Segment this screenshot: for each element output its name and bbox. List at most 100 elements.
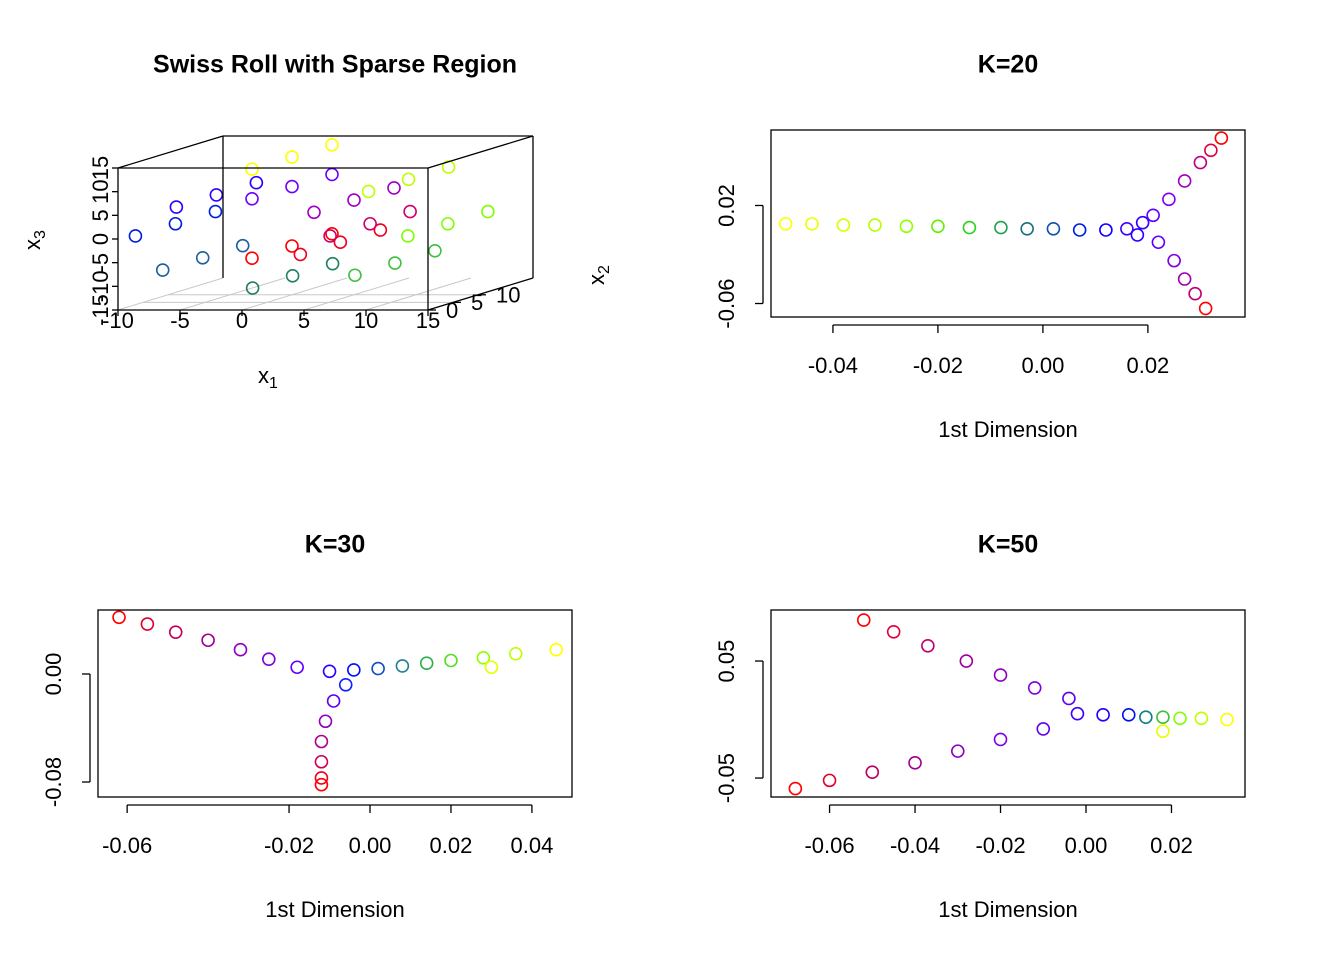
point [1135, 215, 1150, 230]
plot-frame [770, 129, 1246, 318]
point [1188, 286, 1202, 301]
point [325, 138, 339, 152]
plot-frame [770, 609, 1246, 798]
point [1130, 228, 1145, 242]
axis-label-sub: 1 [269, 375, 278, 392]
point [395, 659, 410, 673]
point [401, 172, 416, 187]
x-tick-label: -0.04 [808, 353, 858, 378]
point [314, 777, 329, 792]
point [959, 654, 974, 668]
point [285, 179, 299, 194]
x-tick-label: 0.00 [349, 833, 392, 858]
point [1214, 131, 1229, 145]
y-tick-label: -0.08 [41, 757, 66, 807]
point [285, 239, 299, 253]
z-tick-label: 10 [88, 179, 113, 203]
point [285, 150, 299, 164]
point [373, 223, 388, 237]
x-tick-label: -5 [170, 308, 190, 333]
point [128, 229, 143, 243]
axis-label-main: x [258, 363, 269, 388]
point [325, 167, 339, 182]
chart-title: K=20 [978, 51, 1038, 79]
z-tick-label: -10 [88, 270, 113, 302]
point [788, 781, 803, 796]
point [1220, 712, 1234, 727]
y-tick-label: 0.02 [714, 184, 739, 227]
x-axis-label: 1st Dimension [938, 897, 1077, 922]
point [347, 193, 361, 207]
point [1062, 691, 1076, 706]
axis-label-main: x [20, 239, 45, 250]
point [325, 256, 340, 271]
point [388, 256, 402, 270]
point [195, 251, 210, 265]
point [1046, 221, 1061, 236]
point [1121, 708, 1136, 722]
point [245, 191, 259, 206]
point [245, 281, 260, 295]
point [993, 668, 1008, 682]
point [1198, 301, 1213, 316]
point [208, 204, 223, 219]
grid-line [117, 277, 224, 311]
point [994, 220, 1008, 235]
point [155, 263, 170, 277]
x-tick-label: 5 [298, 308, 310, 333]
point [1146, 208, 1160, 223]
x-axis-label: 1st Dimension [938, 417, 1077, 442]
point [865, 765, 880, 779]
point [249, 175, 264, 190]
box-edge [427, 277, 534, 311]
point [314, 754, 329, 769]
point [209, 188, 224, 202]
point [140, 617, 155, 631]
axis-label-main: x [584, 274, 609, 285]
point [419, 656, 434, 670]
z-tick-label: -15 [88, 294, 113, 326]
point [921, 639, 935, 653]
point [868, 218, 882, 232]
point [484, 660, 499, 675]
x-axis-label: 1st Dimension [265, 897, 404, 922]
x-tick-label: 0.02 [430, 833, 473, 858]
point [1139, 710, 1153, 724]
x-tick-label: -0.02 [975, 833, 1025, 858]
point [338, 677, 353, 692]
point [112, 610, 126, 625]
point [805, 217, 819, 231]
x-tick-label: 0.02 [1150, 833, 1193, 858]
point [290, 660, 304, 675]
x-tick-label: -0.02 [264, 833, 314, 858]
point [1193, 155, 1208, 170]
point [1070, 706, 1085, 721]
x-tick-label: -0.02 [913, 353, 963, 378]
grid-line [303, 277, 410, 311]
point [1204, 143, 1218, 158]
point [1027, 681, 1042, 695]
point [1099, 223, 1113, 237]
point [1162, 192, 1176, 207]
y-tick-label: 0.00 [41, 653, 66, 696]
axis-label: x3 [20, 230, 49, 250]
point [822, 773, 837, 788]
x-tick-label: -10 [102, 308, 134, 333]
x-tick-label: -0.06 [804, 833, 854, 858]
point [318, 714, 333, 729]
point [1036, 722, 1051, 736]
point [950, 744, 965, 758]
chart-title: Swiss Roll with Sparse Region [153, 51, 517, 79]
axis-label: x1 [258, 363, 278, 392]
point [444, 653, 458, 668]
axis-label-sub: 3 [32, 230, 49, 239]
y-tick-label: 5 [471, 290, 483, 315]
point [836, 218, 851, 232]
point [326, 694, 341, 708]
x-tick-label: 0 [236, 308, 248, 333]
y-tick-label: 10 [496, 283, 520, 308]
y-tick-label: -0.06 [714, 278, 739, 328]
point [1156, 710, 1170, 724]
point [348, 268, 362, 283]
point [245, 162, 259, 177]
